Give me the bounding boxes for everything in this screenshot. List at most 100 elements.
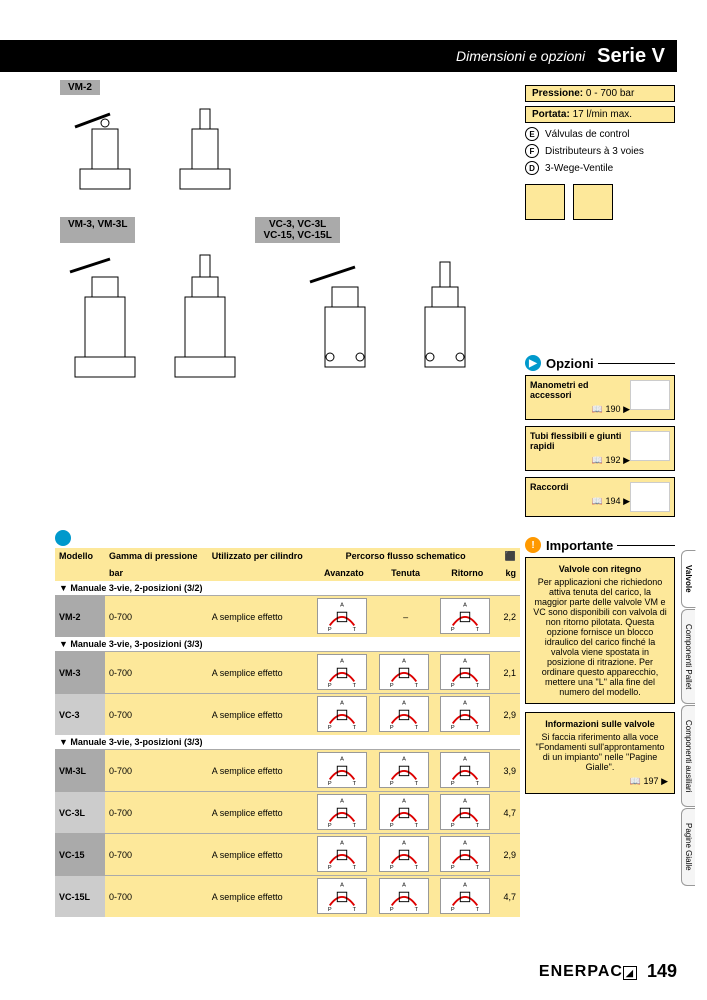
- svg-text:T: T: [476, 683, 480, 689]
- cell-use: A semplice effetto: [208, 834, 313, 876]
- svg-text:T: T: [476, 781, 480, 787]
- svg-text:P: P: [328, 781, 332, 787]
- svg-text:T: T: [414, 865, 418, 871]
- data-table-wrap: Modello Gamma di pressione Utilizzato pe…: [55, 530, 520, 917]
- svg-text:A: A: [402, 757, 406, 763]
- table-row: VC-3L0-700A semplice effettoAPTAPTAPT4,7: [55, 792, 520, 834]
- svg-text:P: P: [390, 725, 394, 731]
- flow-schematic: APT: [440, 654, 490, 690]
- flow-schematic: APT: [317, 654, 367, 690]
- cell-hold: APT: [375, 792, 437, 834]
- cell-adv: APT: [313, 876, 375, 918]
- valve-drawing: [160, 247, 250, 387]
- importante-title: Importante: [546, 538, 613, 553]
- table-row: VC-15L0-700A semplice effettoAPTAPTAPT4,…: [55, 876, 520, 918]
- cell-kg: 2,9: [498, 834, 520, 876]
- flow-schematic: APT: [379, 836, 429, 872]
- svg-text:P: P: [390, 907, 394, 913]
- cell-kg: 2,9: [498, 694, 520, 736]
- side-tab-ausiliari[interactable]: Componenti ausiliari: [681, 705, 695, 807]
- lang-text: 3-Wege-Ventile: [545, 163, 613, 174]
- spec-flow-label: Portata:: [532, 109, 570, 120]
- svg-text:A: A: [464, 883, 468, 889]
- th-gamma: Gamma di pressione: [105, 548, 208, 565]
- svg-text:P: P: [390, 823, 394, 829]
- svg-text:T: T: [476, 865, 480, 871]
- side-tab-pallet[interactable]: Componenti Pallet: [681, 609, 695, 704]
- opzioni-header: ▶ Opzioni: [525, 355, 675, 371]
- language-list: EVálvulas de controlFDistributeurs à 3 v…: [525, 127, 675, 175]
- svg-text:P: P: [328, 725, 332, 731]
- th-percorso: Percorso flusso schematico: [313, 548, 498, 565]
- side-tab-pagine[interactable]: Pagine Gialle: [681, 808, 695, 886]
- table-row: VC-30-700A semplice effettoAPTAPTAPT2,9: [55, 694, 520, 736]
- brand-logo: ENERPAC◢: [539, 963, 637, 981]
- cell-range: 0-700: [105, 652, 208, 694]
- spec-pressure-value: 0 - 700 bar: [586, 88, 634, 99]
- flow-schematic: APT: [317, 836, 367, 872]
- model-label-vm3: VM-3, VM-3L: [60, 217, 135, 243]
- model-label-vc3: VC-3, VC-3L VC-15, VC-15L: [255, 217, 339, 243]
- svg-text:P: P: [328, 823, 332, 829]
- option-thumbnail: [630, 380, 670, 410]
- svg-text:A: A: [402, 799, 406, 805]
- opzioni-icon: ▶: [525, 355, 541, 371]
- page-number: 149: [647, 961, 677, 982]
- cell-hold: –: [375, 596, 437, 638]
- table-row: VM-3L0-700A semplice effettoAPTAPTAPT3,9: [55, 750, 520, 792]
- opzioni-title: Opzioni: [546, 356, 594, 371]
- svg-text:A: A: [464, 701, 468, 707]
- cell-model: VM-3: [55, 652, 105, 694]
- option-title: Manometri ed accessori: [530, 380, 630, 400]
- cell-hold: APT: [375, 750, 437, 792]
- diagram-row-vm2: [0, 99, 520, 199]
- svg-text:P: P: [451, 781, 455, 787]
- cell-adv: APT: [313, 750, 375, 792]
- cell-range: 0-700: [105, 834, 208, 876]
- svg-text:T: T: [414, 683, 418, 689]
- option-page-ref: 192: [530, 455, 630, 466]
- lang-letter: E: [525, 127, 539, 141]
- lang-text: Válvulas de control: [545, 129, 630, 140]
- svg-text:T: T: [353, 683, 357, 689]
- info2-body: Si faccia riferimento alla voce "Fondame…: [536, 732, 665, 772]
- option-thumbnail: [630, 431, 670, 461]
- svg-text:P: P: [390, 781, 394, 787]
- svg-text:P: P: [451, 627, 455, 633]
- cell-use: A semplice effetto: [208, 876, 313, 918]
- diagram-row-vm3-vc3: [0, 247, 520, 387]
- page: Dimensioni e opzioni Serie V VM-2 VM-3, …: [0, 0, 707, 1000]
- cell-ret: APT: [436, 876, 498, 918]
- flow-schematic: APT: [379, 696, 429, 732]
- cell-hold: APT: [375, 876, 437, 918]
- svg-text:T: T: [353, 865, 357, 871]
- flow-schematic: APT: [440, 878, 490, 914]
- svg-text:A: A: [402, 659, 406, 665]
- schematic-symbol: [573, 184, 613, 220]
- option-box: Manometri ed accessori190: [525, 375, 675, 420]
- section-title: Manuale 3-vie, 3-posizioni (3/3): [55, 735, 520, 750]
- svg-text:T: T: [414, 725, 418, 731]
- lang-letter: D: [525, 161, 539, 175]
- th-avanzato: Avanzato: [313, 565, 375, 581]
- side-tab-valvole[interactable]: Valvole: [681, 550, 696, 608]
- cell-ret: APT: [436, 750, 498, 792]
- svg-text:A: A: [340, 841, 344, 847]
- valve-drawing: [60, 99, 150, 199]
- cell-kg: 2,2: [498, 596, 520, 638]
- cell-model: VC-15L: [55, 876, 105, 918]
- option-title: Tubi flessibili e giunti rapidi: [530, 431, 630, 451]
- cell-use: A semplice effetto: [208, 792, 313, 834]
- svg-text:A: A: [340, 799, 344, 805]
- options-list: Manometri ed accessori190 Tubi flessibili…: [525, 375, 675, 517]
- svg-text:A: A: [464, 603, 468, 609]
- flow-schematic: APT: [440, 752, 490, 788]
- option-title: Raccordi: [530, 482, 630, 492]
- cell-ret: APT: [436, 834, 498, 876]
- section-title: Manuale 3-vie, 2-posizioni (3/2): [55, 581, 520, 596]
- svg-text:T: T: [353, 823, 357, 829]
- th-weight-icon: ⬛: [498, 548, 520, 565]
- cell-adv: A P T: [313, 792, 375, 834]
- table-row: VM-20-700A semplice effettoAPT–APT2,2: [55, 596, 520, 638]
- cell-kg: 4,7: [498, 876, 520, 918]
